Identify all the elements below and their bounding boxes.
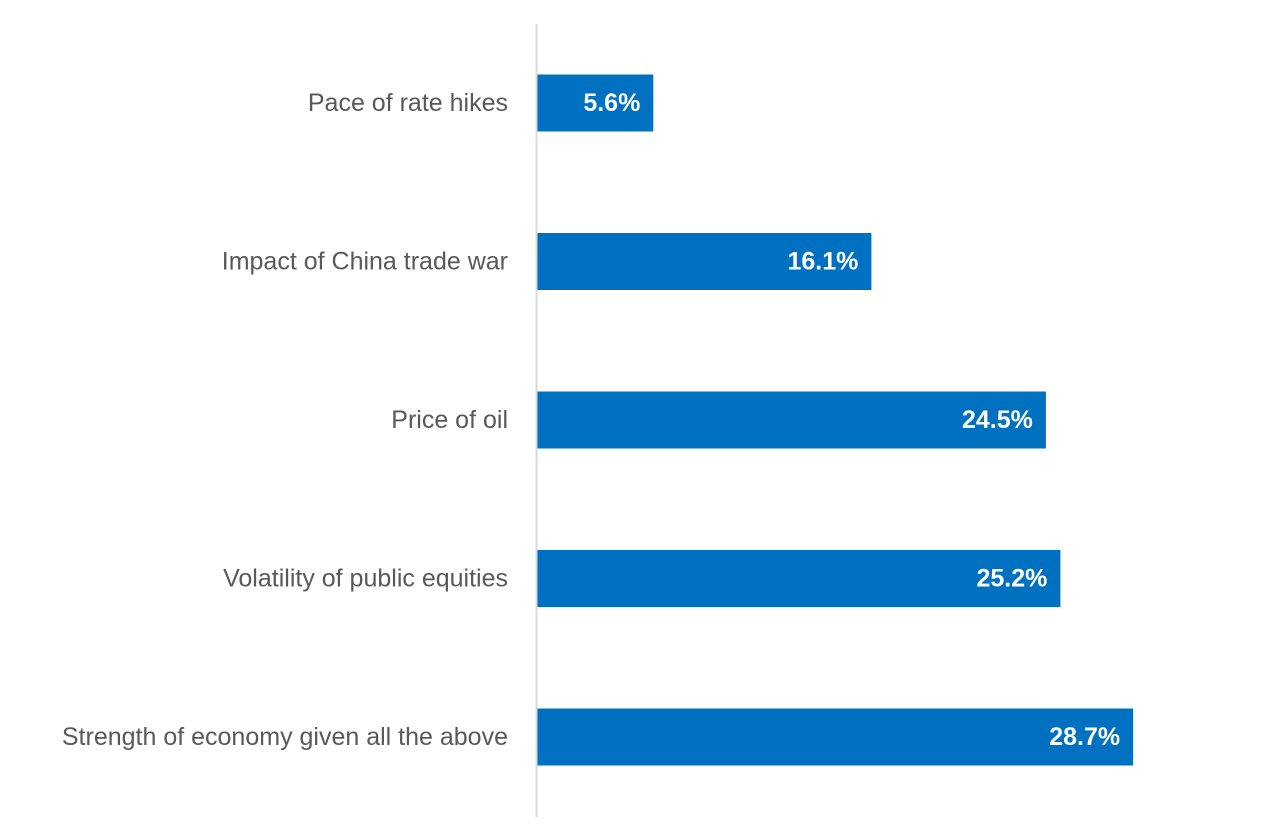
bar — [537, 74, 654, 132]
bar — [537, 391, 1046, 449]
value-label: 16.1% — [788, 248, 859, 276]
value-label: 28.7% — [1049, 723, 1120, 751]
value-label: 5.6% — [583, 89, 640, 117]
bars-layer — [537, 74, 1134, 766]
category-label: Strength of economy given all the above — [62, 723, 508, 751]
category-label: Pace of rate hikes — [308, 89, 508, 117]
bar — [537, 550, 1061, 607]
value-label: 25.2% — [977, 565, 1048, 593]
value-label: 24.5% — [962, 406, 1033, 434]
category-label: Price of oil — [391, 406, 508, 434]
labels-layer: Pace of rate hikes 5.6% Impact of China tr… — [62, 89, 1120, 751]
category-label: Volatility of public equities — [223, 565, 508, 593]
bar — [537, 233, 872, 290]
category-label: Impact of China trade war — [222, 248, 508, 276]
bar — [537, 708, 1134, 766]
